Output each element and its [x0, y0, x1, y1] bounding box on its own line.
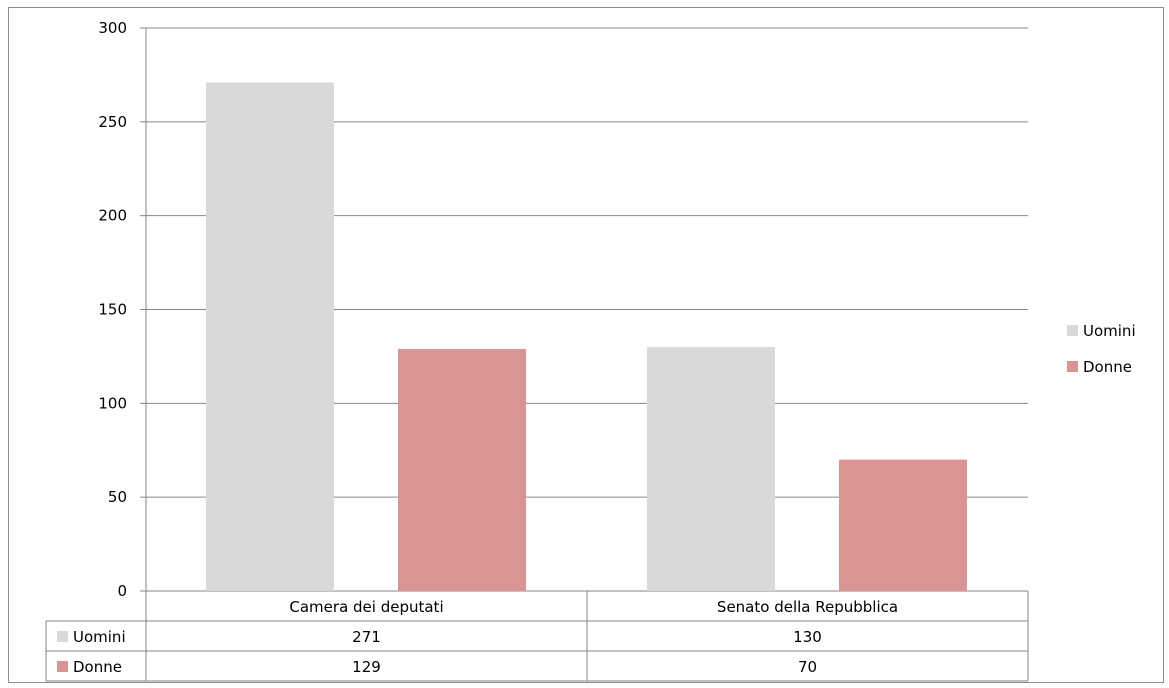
data-value-label: 271 [352, 628, 381, 646]
table-legend-key [57, 631, 68, 642]
table-legend-key [57, 661, 68, 672]
bar-donne-1 [398, 348, 526, 591]
y-tick-label: 100 [98, 394, 127, 412]
data-value-label: 70 [798, 658, 817, 676]
table-series-label: Donne [73, 658, 122, 676]
y-tick-label: 50 [108, 488, 127, 506]
legend-key-donne [1067, 361, 1078, 372]
data-value-label: 129 [352, 658, 381, 676]
x-category-label: Senato della Repubblica [717, 598, 898, 616]
table-series-label: Uomini [73, 628, 126, 646]
y-tick-label: 150 [98, 301, 127, 319]
bar-donne-2 [839, 459, 967, 591]
x-category-label: Camera dei deputati [289, 598, 443, 616]
legend-label-uomini: Uomini [1083, 322, 1136, 340]
y-tick-label: 0 [117, 582, 127, 600]
y-tick-label: 250 [98, 113, 127, 131]
y-tick-label: 300 [98, 19, 127, 37]
bar-uomini-2 [647, 347, 775, 591]
chart-frame [8, 7, 1164, 683]
legend-label-donne: Donne [1083, 358, 1132, 376]
legend-key-uomini [1067, 325, 1078, 336]
bar-uomini-1 [206, 82, 334, 591]
y-tick-label: 200 [98, 207, 127, 225]
data-value-label: 130 [793, 628, 822, 646]
